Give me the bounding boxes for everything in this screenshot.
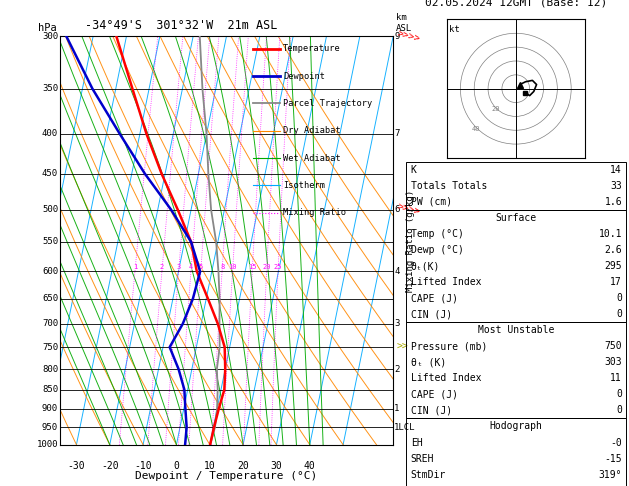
Text: EH: EH	[411, 437, 423, 448]
Text: 800: 800	[42, 364, 58, 374]
Text: -15: -15	[604, 453, 622, 464]
Text: 8: 8	[220, 264, 225, 270]
Text: >>: >>	[396, 342, 408, 352]
Text: 0: 0	[616, 309, 622, 319]
Text: 1000: 1000	[36, 440, 58, 449]
Text: 02.05.2024 12GMT (Base: 12): 02.05.2024 12GMT (Base: 12)	[425, 0, 607, 7]
Text: CIN (J): CIN (J)	[411, 309, 452, 319]
Text: 0: 0	[616, 293, 622, 303]
Text: 295: 295	[604, 261, 622, 271]
Text: 300: 300	[42, 32, 58, 41]
Text: 2.6: 2.6	[604, 245, 622, 255]
Text: -0: -0	[610, 437, 622, 448]
Text: hPa: hPa	[38, 22, 57, 33]
Text: CAPE (J): CAPE (J)	[411, 389, 458, 399]
Text: Pressure (mb): Pressure (mb)	[411, 341, 487, 351]
Text: Totals Totals: Totals Totals	[411, 181, 487, 191]
Text: 750: 750	[42, 343, 58, 352]
Text: Temperature: Temperature	[283, 44, 341, 53]
Text: PW (cm): PW (cm)	[411, 197, 452, 207]
Text: 20: 20	[262, 264, 271, 270]
Text: K: K	[411, 165, 416, 175]
Text: CIN (J): CIN (J)	[411, 405, 452, 416]
Text: 33: 33	[610, 181, 622, 191]
Text: 20: 20	[492, 105, 500, 112]
Text: 850: 850	[42, 385, 58, 394]
Text: 0: 0	[174, 461, 179, 471]
Text: 3: 3	[177, 264, 181, 270]
Text: km
ASL: km ASL	[396, 13, 413, 33]
Text: 900: 900	[42, 404, 58, 414]
Text: 319°: 319°	[599, 469, 622, 480]
Text: kt: kt	[449, 25, 460, 34]
Text: 20: 20	[237, 461, 249, 471]
Text: 9: 9	[394, 32, 399, 41]
Text: -34°49'S  301°32'W  21m ASL: -34°49'S 301°32'W 21m ASL	[85, 18, 277, 32]
Text: Mixing Ratio (g/kg): Mixing Ratio (g/kg)	[406, 190, 415, 292]
Text: 10: 10	[228, 264, 237, 270]
Text: Surface: Surface	[495, 213, 537, 223]
Text: 6: 6	[394, 205, 399, 214]
Text: 25: 25	[274, 264, 282, 270]
Text: -30: -30	[67, 461, 86, 471]
Text: 2: 2	[394, 364, 399, 374]
Text: 11: 11	[610, 373, 622, 383]
Text: Dewpoint: Dewpoint	[283, 71, 325, 81]
Text: 5: 5	[199, 264, 203, 270]
Text: 2: 2	[160, 264, 164, 270]
Text: >>>>: >>>>	[396, 29, 421, 44]
Text: 500: 500	[42, 205, 58, 214]
Text: Dewp (°C): Dewp (°C)	[411, 245, 464, 255]
Text: -10: -10	[134, 461, 152, 471]
Text: Dewpoint / Temperature (°C): Dewpoint / Temperature (°C)	[135, 471, 318, 482]
Text: 4: 4	[394, 267, 399, 276]
Text: 17: 17	[610, 277, 622, 287]
Text: CAPE (J): CAPE (J)	[411, 293, 458, 303]
Text: 40: 40	[304, 461, 316, 471]
Text: 1LCL: 1LCL	[394, 423, 416, 432]
Text: 15: 15	[248, 264, 257, 270]
Text: 750: 750	[604, 341, 622, 351]
Text: 10.1: 10.1	[599, 229, 622, 239]
Text: 400: 400	[42, 129, 58, 139]
Text: 10: 10	[204, 461, 216, 471]
Text: Mixing Ratio: Mixing Ratio	[283, 208, 346, 217]
Text: Lifted Index: Lifted Index	[411, 373, 481, 383]
Text: 600: 600	[42, 267, 58, 276]
Text: Most Unstable: Most Unstable	[477, 325, 554, 335]
Text: 303: 303	[604, 357, 622, 367]
Text: 450: 450	[42, 170, 58, 178]
Text: 1: 1	[133, 264, 137, 270]
Text: SREH: SREH	[411, 453, 434, 464]
Text: 14: 14	[610, 165, 622, 175]
Text: Isotherm: Isotherm	[283, 181, 325, 190]
Text: 950: 950	[42, 423, 58, 432]
Text: Wet Adiabat: Wet Adiabat	[283, 154, 341, 163]
Text: 40: 40	[472, 125, 480, 132]
Text: -20: -20	[101, 461, 119, 471]
Text: 0: 0	[616, 405, 622, 416]
Text: 0: 0	[616, 389, 622, 399]
Text: >>>>: >>>>	[396, 202, 421, 218]
Text: Hodograph: Hodograph	[489, 421, 542, 432]
Text: 1.6: 1.6	[604, 197, 622, 207]
Text: Parcel Trajectory: Parcel Trajectory	[283, 99, 372, 108]
Text: StmDir: StmDir	[411, 469, 446, 480]
Text: Lifted Index: Lifted Index	[411, 277, 481, 287]
Text: 7: 7	[394, 129, 399, 139]
Text: Temp (°C): Temp (°C)	[411, 229, 464, 239]
Text: Dry Adiabat: Dry Adiabat	[283, 126, 341, 135]
Text: 650: 650	[42, 294, 58, 303]
Text: θₜ (K): θₜ (K)	[411, 357, 446, 367]
Text: 4: 4	[189, 264, 193, 270]
Text: 700: 700	[42, 319, 58, 328]
Text: 550: 550	[42, 238, 58, 246]
Text: 30: 30	[270, 461, 282, 471]
Text: θₜ(K): θₜ(K)	[411, 261, 440, 271]
Text: 1: 1	[394, 404, 399, 414]
Text: 350: 350	[42, 84, 58, 93]
Text: 3: 3	[394, 319, 399, 328]
